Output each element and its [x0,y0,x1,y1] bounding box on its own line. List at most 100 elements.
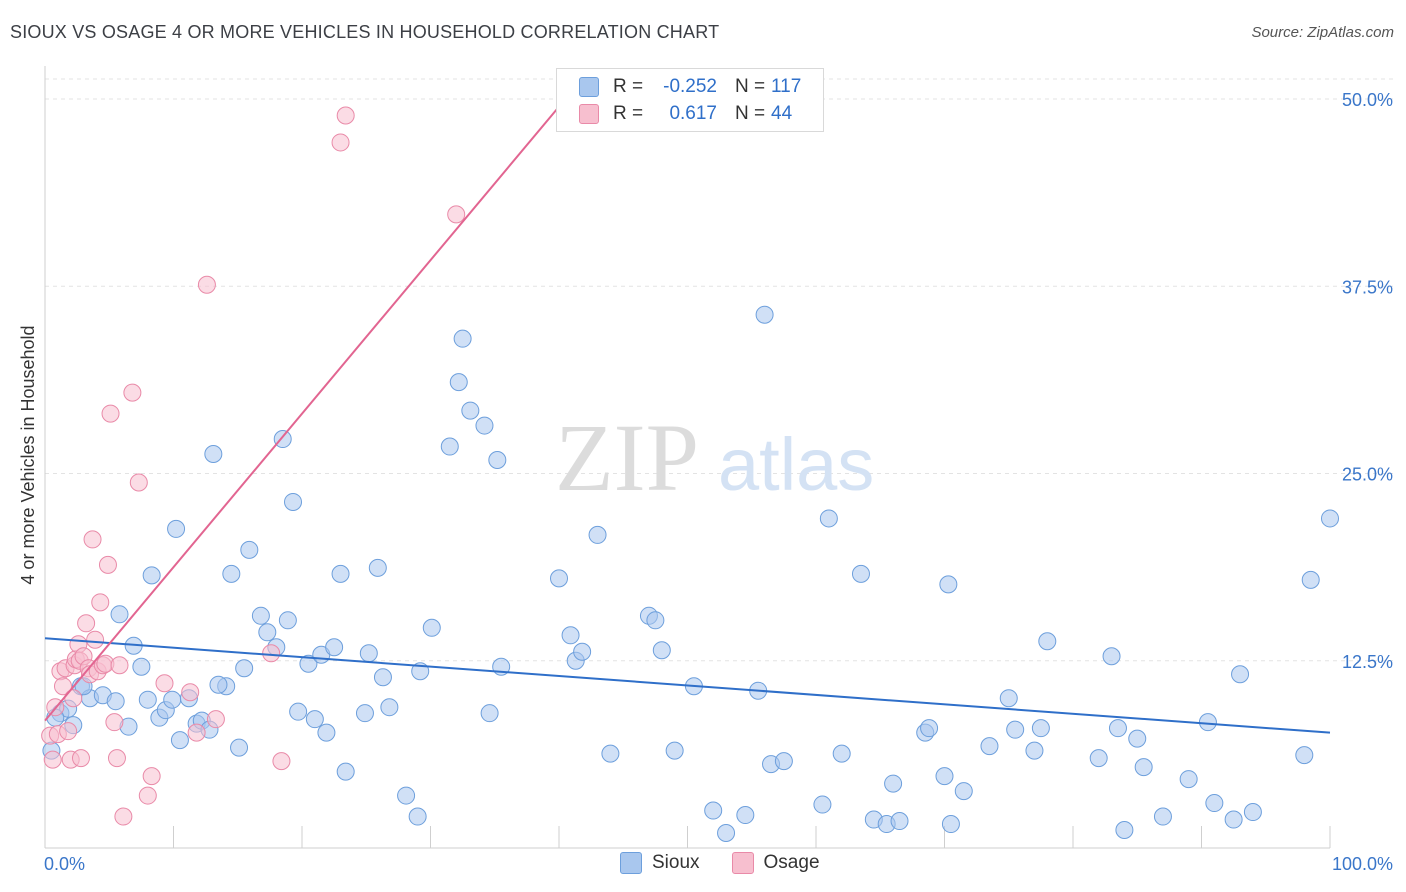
point-sioux [305,710,324,729]
point-sioux [204,445,223,464]
point-osage [43,750,62,769]
tick-labels: 12.5% 25.0% 37.5% 50.0% 0.0% 100.0% [44,90,1393,874]
point-sioux [890,812,909,831]
point-sioux [1102,647,1121,666]
point-sioux [1321,509,1339,528]
y-axis-label: 4 or more Vehicles in Household [18,325,38,584]
point-sioux [736,806,755,825]
point-sioux [317,723,336,742]
point-sioux [359,644,378,663]
point-sioux [408,807,427,826]
point-sioux [284,492,303,511]
point-sioux [289,702,308,721]
point-sioux [1301,570,1320,589]
legend-n-label: N = [735,103,766,124]
watermark-atlas: atlas [718,423,874,506]
point-sioux [1205,794,1224,813]
point-sioux [1089,749,1108,768]
point-sioux [240,540,259,559]
chart-title: SIOUX VS OSAGE 4 OR MORE VEHICLES IN HOU… [10,22,720,42]
point-sioux [278,611,297,630]
point-sioux [1025,741,1044,760]
point-sioux [980,737,999,756]
series-legend: Sioux Osage [620,852,852,874]
point-osage [155,674,174,693]
series-sioux [42,305,1339,843]
point-osage [129,473,148,492]
point-osage [98,555,117,574]
point-sioux [299,654,318,673]
point-osage [272,752,291,771]
point-sioux [561,626,580,645]
series-label-osage: Osage [763,852,820,873]
point-osage [86,630,105,649]
point-sioux [368,558,387,577]
point-sioux [954,782,973,801]
y-tick-label: 25.0% [1342,465,1393,485]
point-sioux [480,704,499,723]
point-osage [331,133,350,152]
point-osage [262,644,281,663]
point-sioux [488,451,507,470]
point-sioux [717,824,736,843]
legend-r-label: R = [613,76,644,97]
point-sioux [588,525,607,544]
point-sioux [832,744,851,763]
legend-r-label: R = [613,103,644,124]
trend-line-sioux [44,637,1331,734]
point-sioux [1038,632,1057,651]
point-sioux [601,744,620,763]
point-sioux [1134,758,1153,777]
trend-lines [44,98,1331,734]
legend-n-value: 117 [771,76,802,97]
point-osage [105,713,124,732]
y-tick-label: 12.5% [1342,652,1393,672]
point-sioux [331,564,350,583]
point-sioux [230,738,249,757]
point-osage [197,275,216,294]
axes [44,66,1331,849]
point-sioux [336,762,355,781]
series-swatch-sioux [620,852,642,874]
point-sioux [142,566,161,585]
point-sioux [920,719,939,738]
point-sioux [106,692,125,711]
point-sioux [1128,729,1147,748]
series-legend-osage: Osage [731,852,820,874]
point-sioux [1295,746,1314,765]
point-sioux [209,675,228,694]
point-sioux [813,795,832,814]
point-sioux [1006,720,1025,739]
watermark-zip: ZIP [555,404,699,511]
point-osage [138,786,157,805]
point-sioux [138,690,157,709]
point-sioux [652,641,671,660]
source-label: Source: ZipAtlas.com [1251,24,1394,41]
point-osage [59,722,78,741]
point-sioux [819,509,838,528]
point-sioux [1198,713,1217,732]
point-sioux [170,731,189,750]
point-osage [53,677,72,696]
series-legend-sioux: Sioux [620,852,700,874]
point-sioux [422,618,441,637]
legend-r-value: 0.617 [669,103,717,124]
point-sioux [222,564,241,583]
point-osage [114,807,133,826]
point-osage [142,767,161,786]
point-sioux [110,605,129,624]
point-sioux [1031,719,1050,738]
point-osage [187,723,206,742]
point-osage [71,749,90,768]
point-sioux [704,801,723,820]
grid [45,78,1395,662]
point-sioux [665,741,684,760]
point-sioux [774,752,793,771]
point-sioux [884,774,903,793]
point-sioux [449,373,468,392]
point-sioux [453,329,472,348]
point-sioux [475,416,494,435]
point-osage [123,383,142,402]
point-osage [181,683,200,702]
